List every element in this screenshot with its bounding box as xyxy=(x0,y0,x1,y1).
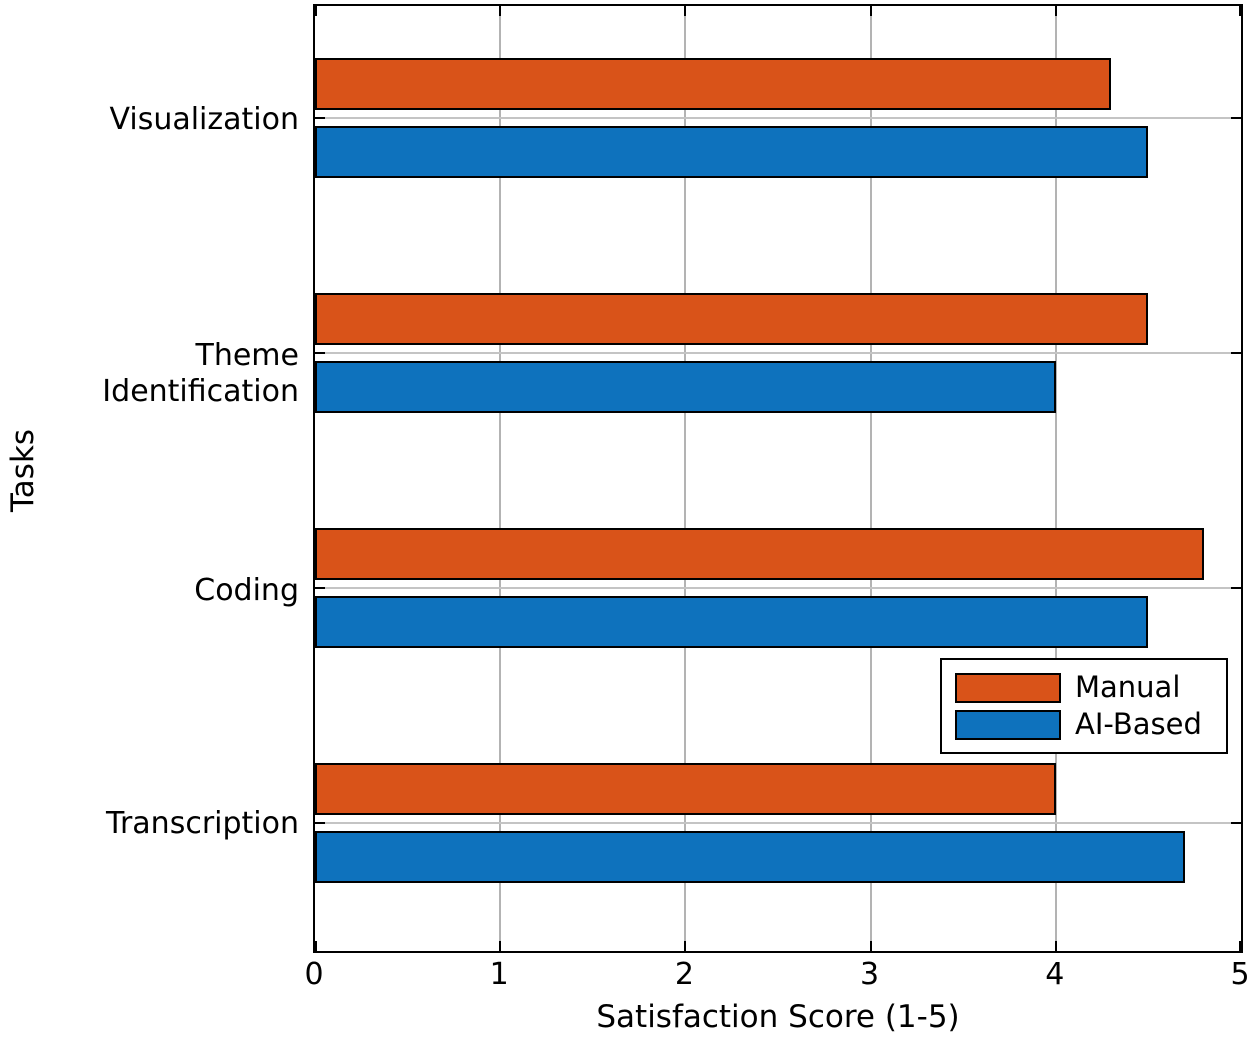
y-category-label-visualization: Visualization xyxy=(109,102,300,137)
x-axis-title: Satisfaction Score (1-5) xyxy=(596,999,960,1035)
bar-manual-visualization xyxy=(315,58,1112,110)
y-tick-right-visualization xyxy=(1231,117,1241,119)
plot-area: Manual AI-Based xyxy=(313,4,1243,953)
gridline-y-transcription xyxy=(315,822,1241,824)
x-tick-top-3 xyxy=(869,6,872,16)
bar-manual-theme-identification xyxy=(315,293,1149,345)
x-tick-label-3: 3 xyxy=(860,957,880,992)
y-tick-right-transcription xyxy=(1231,822,1241,824)
y-tick-left-transcription xyxy=(315,822,325,824)
legend-swatch-ai-based xyxy=(955,709,1061,740)
gridline-x-1 xyxy=(499,6,502,951)
gridline-y-theme-identification xyxy=(315,352,1241,354)
x-tick-top-4 xyxy=(1054,6,1057,16)
gridline-y-coding xyxy=(315,587,1241,589)
legend-item-manual: Manual xyxy=(955,670,1226,704)
legend: Manual AI-Based xyxy=(940,658,1228,754)
x-tick-label-5: 5 xyxy=(1230,957,1250,992)
y-tick-left-visualization xyxy=(315,117,325,119)
x-tick-top-1 xyxy=(499,6,502,16)
x-tick-bottom-5 xyxy=(1239,941,1241,951)
y-tick-right-coding xyxy=(1231,587,1241,589)
y-tick-left-coding xyxy=(315,587,325,589)
legend-swatch-manual xyxy=(955,672,1061,703)
x-tick-top-5 xyxy=(1239,6,1241,16)
y-tick-right-theme-identification xyxy=(1231,352,1241,354)
y-tick-left-theme-identification xyxy=(315,352,325,354)
legend-item-ai-based: AI-Based xyxy=(955,707,1226,741)
gridline-y-visualization xyxy=(315,117,1241,119)
x-tick-bottom-0 xyxy=(315,941,317,951)
x-tick-bottom-4 xyxy=(1054,941,1057,951)
bar-ai-based-coding xyxy=(315,596,1149,648)
bar-ai-based-transcription xyxy=(315,831,1186,883)
bar-ai-based-theme-identification xyxy=(315,361,1056,413)
x-tick-label-1: 1 xyxy=(489,957,509,992)
x-tick-label-0: 0 xyxy=(304,957,324,992)
x-tick-label-2: 2 xyxy=(674,957,694,992)
gridline-x-2 xyxy=(684,6,687,951)
y-category-label-coding: Coding xyxy=(194,573,299,608)
x-tick-bottom-3 xyxy=(869,941,872,951)
legend-label-manual: Manual xyxy=(1075,670,1181,704)
legend-label-ai-based: AI-Based xyxy=(1075,707,1202,741)
gridline-x-3 xyxy=(869,6,872,951)
x-tick-label-4: 4 xyxy=(1045,957,1065,992)
gridline-x-4 xyxy=(1054,6,1057,951)
y-category-label-transcription: Transcription xyxy=(106,806,299,841)
x-tick-bottom-2 xyxy=(684,941,687,951)
x-tick-bottom-1 xyxy=(499,941,502,951)
y-category-label-theme-identification: Theme Identification xyxy=(102,338,299,409)
bar-manual-transcription xyxy=(315,763,1056,815)
bar-ai-based-visualization xyxy=(315,126,1149,178)
x-tick-top-2 xyxy=(684,6,687,16)
x-tick-top-0 xyxy=(315,6,317,16)
bar-manual-coding xyxy=(315,528,1204,580)
